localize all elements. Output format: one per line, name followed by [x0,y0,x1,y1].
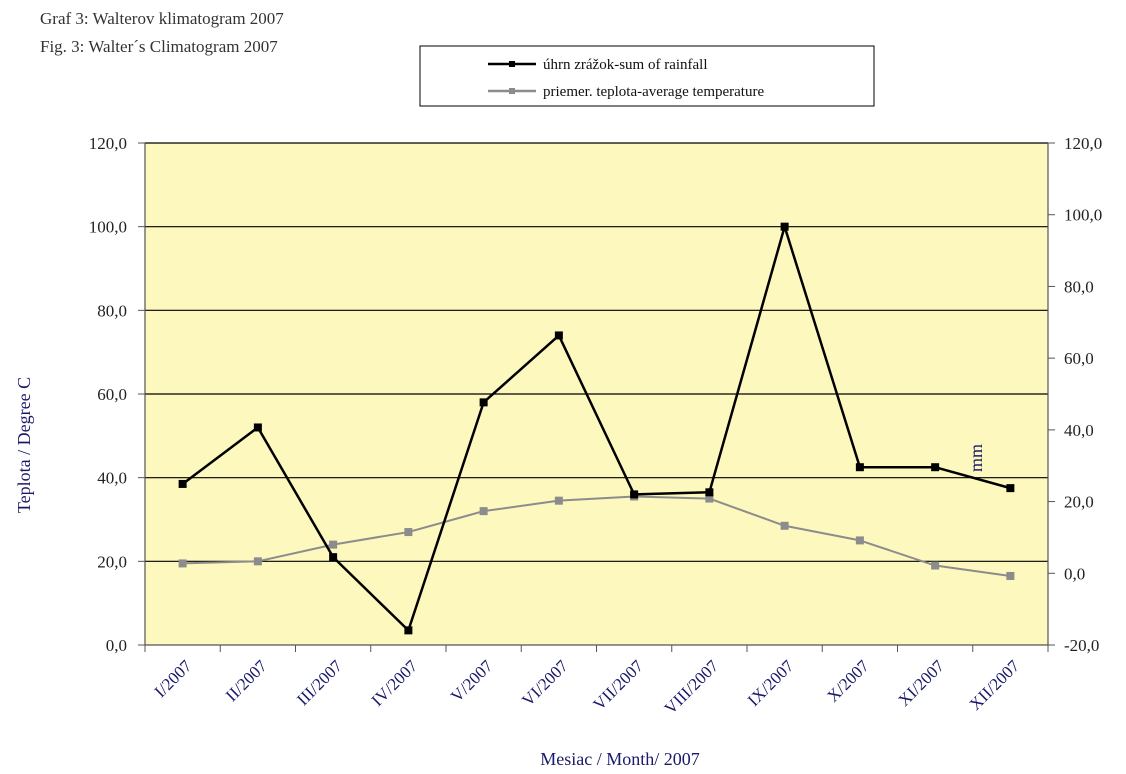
right-tick-label: -20,0 [1064,636,1099,655]
x-tick-label: II/2007 [222,656,271,705]
legend-label-rainfall: úhrn zrážok-sum of rainfall [543,57,708,73]
x-tick-label: X/2007 [823,656,873,706]
x-tick-label: XII/2007 [966,656,1024,714]
right-tick-label: 80,0 [1064,277,1094,296]
legend-box [419,45,875,107]
data-point-rainfall [554,331,563,340]
right-tick-label: 40,0 [1064,421,1094,440]
data-point-rainfall [253,423,262,432]
data-point-temperature [404,528,413,537]
legend-label-temperature: priemer. teplota-average temperature [543,84,764,100]
left-axis: 0,0 20,0 40,0 60,0 80,0 100,0 120,0 [89,134,145,655]
right-tick-label: 20,0 [1064,493,1094,512]
left-tick-label: 60,0 [97,385,127,404]
data-point-temperature [705,494,714,503]
x-tick-label: VIII/2007 [661,656,723,718]
data-point-rainfall [931,463,940,472]
legend: úhrn zrážok-sum of rainfall priemer. tep… [419,45,875,107]
data-point-rainfall [329,553,338,562]
series-line-temperature [182,495,1011,577]
data-point-temperature [329,540,338,549]
x-tick-label: I/2007 [151,656,196,701]
data-point-temperature [178,559,187,568]
x-tick-label: VI/2007 [518,656,572,710]
chart-subtitle: Fig. 3: Walter´s Climatogram 2007 [40,37,278,56]
data-point-rainfall [178,479,187,488]
data-point-rainfall [630,490,639,499]
data-point-temperature [931,561,940,570]
data-point-temperature [855,536,864,545]
x-axis: I/2007 II/2007 III/2007 IV/2007 V/2007 VI/200… [144,645,1049,718]
x-tick-label: IX/2007 [744,656,798,710]
x-tick-label: IV/2007 [368,656,422,710]
series-layer [178,222,1015,635]
data-point-temperature [1006,571,1015,580]
left-tick-label: 80,0 [97,301,127,320]
y-axis-title-left: Teplota / Degree C [14,377,34,513]
data-point-rainfall [479,398,488,407]
chart-title: Graf 3: Walterov klimatogram 2007 [40,9,284,28]
data-point-rainfall [1006,484,1015,493]
right-tick-label: 60,0 [1064,349,1094,368]
right-tick-label: 120,0 [1064,134,1102,153]
data-point-temperature [780,521,789,530]
data-point-temperature [479,507,488,516]
data-point-rainfall [705,488,714,497]
x-tick-label: VII/2007 [589,656,647,714]
x-tick-label: XI/2007 [894,656,948,710]
series-line-rainfall [181,225,1011,632]
right-tick-label: 0,0 [1064,564,1085,583]
data-point-temperature [253,557,262,566]
legend-marker-temperature [509,88,515,94]
left-tick-label: 40,0 [97,469,127,488]
x-tick-label: III/2007 [293,656,346,709]
left-tick-label: 20,0 [97,552,127,571]
x-tick-label: V/2007 [447,656,497,706]
right-tick-label: 100,0 [1064,206,1102,225]
left-tick-label: 0,0 [106,636,127,655]
y-axis-title-right: mm [966,444,986,472]
data-point-temperature [554,496,563,505]
x-axis-title: Mesiac / Month/ 2007 [540,749,700,769]
data-point-rainfall [404,626,413,635]
left-tick-label: 120,0 [89,134,127,153]
data-point-rainfall [855,463,864,472]
right-axis: -20,0 0,0 20,0 40,0 60,0 80,0 100,0 120,0 [1048,134,1102,655]
left-tick-label: 100,0 [89,218,127,237]
legend-marker-rainfall [509,61,515,67]
data-point-rainfall [780,222,789,231]
